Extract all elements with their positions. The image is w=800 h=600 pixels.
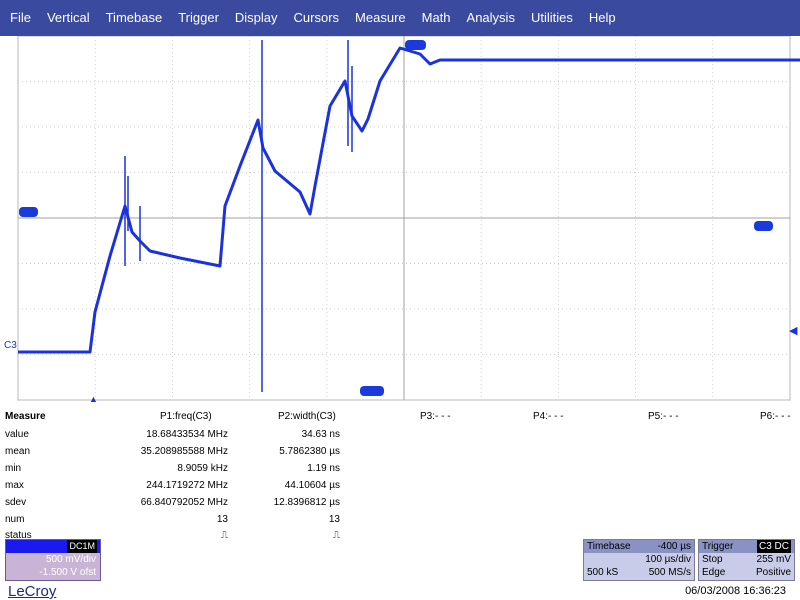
menu-measure[interactable]: Measure <box>355 10 406 25</box>
menu-display[interactable]: Display <box>234 10 278 25</box>
menu-timebase[interactable]: Timebase <box>105 10 163 25</box>
trigger-title: Trigger <box>702 541 734 552</box>
menu-utilities[interactable]: Utilities <box>530 10 573 25</box>
p1-mean-value: 35.208985588 MHz <box>140 446 228 457</box>
menu-vertical[interactable]: Vertical <box>46 10 90 25</box>
p2-value-value: 34.63 ns <box>301 429 340 440</box>
timebase-samples: 500 kS <box>587 567 619 578</box>
trigger-type: Edge <box>702 567 726 578</box>
measure-panel: Measure P1:freq(C3) P2:width(C3) P3:- - … <box>0 408 800 541</box>
trigger-level-arrow-icon: ◀ <box>789 325 798 337</box>
row-label-num: num <box>5 514 25 525</box>
waveform-spikes <box>124 40 353 392</box>
channel-vdiv: 500 mV/div <box>45 554 96 565</box>
menu-math[interactable]: Math <box>421 10 451 25</box>
row-label-mean: mean <box>5 446 31 457</box>
menu-bar: File Vertical Timebase Trigger Display C… <box>0 0 800 36</box>
p1-num-value: 13 <box>216 514 228 525</box>
p1-value-value: 18.68433534 MHz <box>146 429 228 440</box>
row-label-max: max <box>5 480 24 491</box>
trigger-mode: Stop <box>702 554 723 565</box>
menu-cursors[interactable]: Cursors <box>293 10 340 25</box>
param-p3-header[interactable]: P3:- - - <box>420 411 451 422</box>
bottom-time-marker[interactable] <box>360 386 384 396</box>
timebase-descriptor[interactable]: Timebase -400 µs 100 µs/div 500 kS 500 MS/… <box>583 539 695 581</box>
channel-header: DC1M <box>6 540 100 553</box>
timebase-rate: 500 MS/s <box>648 567 691 578</box>
channel-descriptor[interactable]: DC1M 500 mV/div -1.500 V ofst <box>5 539 101 581</box>
trigger-level: 255 mV <box>756 554 791 565</box>
left-level-marker[interactable] <box>19 207 39 217</box>
p2-min-value: 1.19 ns <box>307 463 340 474</box>
timebase-tdiv: 100 µs/div <box>645 554 691 565</box>
trigger-badge: C3 DC <box>756 540 791 553</box>
p1-sdev-value: 66.840792052 MHz <box>140 497 228 508</box>
top-time-marker[interactable] <box>405 40 427 50</box>
date-time: 06/03/2008 16:36:23 <box>685 585 786 597</box>
channel-offset: -1.500 V ofst <box>39 567 96 578</box>
lecroy-logo: LeCroy <box>8 583 57 600</box>
p2-mean-value: 5.7862380 µs <box>279 446 340 457</box>
row-label-status: status <box>5 530 32 541</box>
menu-file[interactable]: File <box>10 10 31 25</box>
menu-analysis[interactable]: Analysis <box>466 10 515 25</box>
menu-help[interactable]: Help <box>588 10 616 25</box>
row-label-sdev: sdev <box>5 497 27 508</box>
param-p5-header[interactable]: P5:- - - <box>648 411 679 422</box>
param-p6-header[interactable]: P6:- - - <box>760 411 791 422</box>
trigger-slope: Positive <box>755 567 791 578</box>
trigger-descriptor[interactable]: Trigger C3 DC Stop 255 mV Edge Positive <box>698 539 795 581</box>
p1-status-value: ⎍ <box>221 530 228 541</box>
channel-coupling-badge: DC1M <box>67 540 97 553</box>
row-label-min: min <box>5 463 22 474</box>
menu-trigger[interactable]: Trigger <box>178 10 219 25</box>
p1-min-value: 8.9059 kHz <box>177 463 228 474</box>
p1-max-value: 244.1719272 MHz <box>146 480 228 491</box>
waveform-display[interactable]: C3 ◀ ▲ <box>0 36 800 406</box>
param-p1-header[interactable]: P1:freq(C3) <box>160 411 212 422</box>
right-level-marker[interactable] <box>754 221 774 231</box>
p2-sdev-value: 12.8396812 µs <box>273 497 340 508</box>
p2-max-value: 44.10604 µs <box>284 480 340 491</box>
trigger-position-arrow-icon: ▲ <box>89 394 98 404</box>
measure-title: Measure <box>5 411 46 422</box>
p2-num-value: 13 <box>328 514 340 525</box>
timebase-delay: -400 µs <box>657 541 691 552</box>
param-p4-header[interactable]: P4:- - - <box>533 411 564 422</box>
waveform-grid <box>17 36 800 401</box>
graticule <box>17 36 791 401</box>
trace-label: C3 <box>4 340 17 351</box>
row-label-value: value <box>5 429 29 440</box>
c3-waveform-trace <box>18 46 800 354</box>
p2-status-value: ⎍ <box>333 530 340 541</box>
timebase-title: Timebase <box>587 541 631 552</box>
param-p2-header[interactable]: P2:width(C3) <box>278 411 336 422</box>
